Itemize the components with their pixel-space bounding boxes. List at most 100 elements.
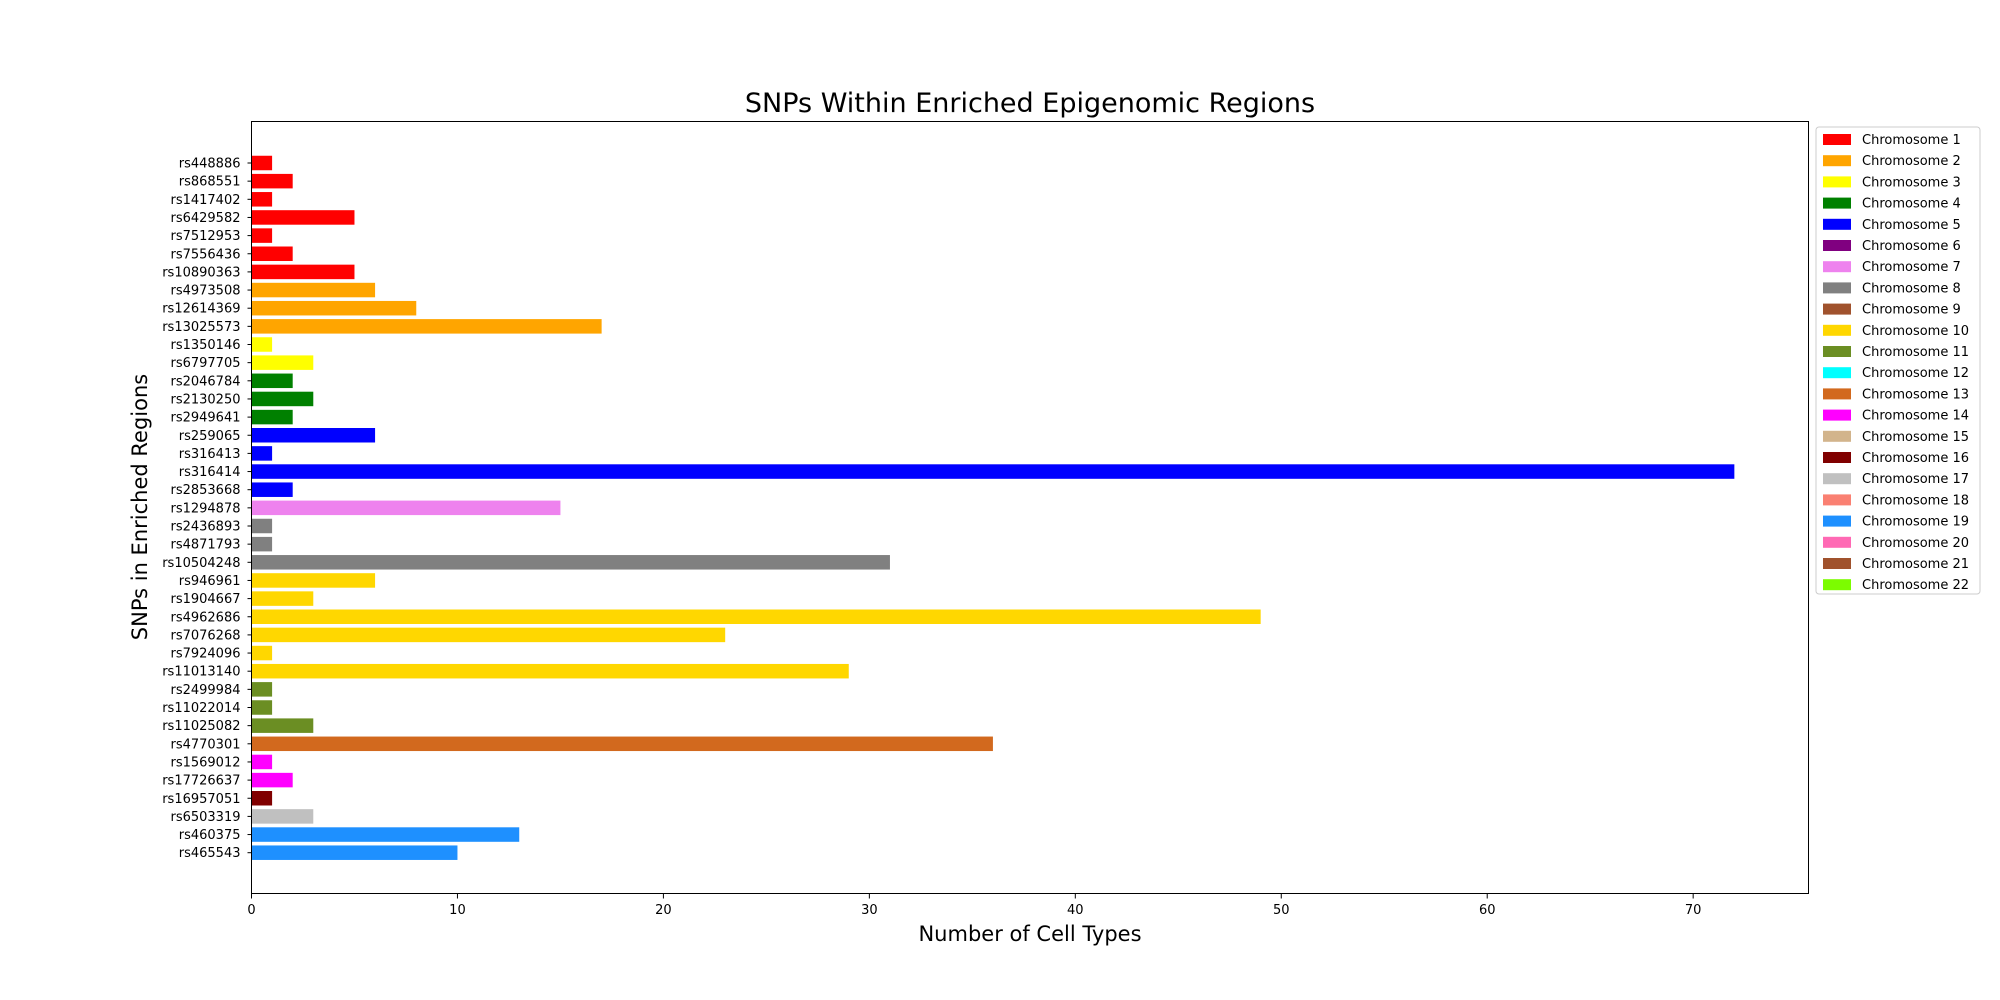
- legend-swatch: [1823, 346, 1851, 357]
- plot-area-frame: [251, 121, 1809, 894]
- legend-label: Chromosome 4: [1862, 197, 1961, 212]
- bar-rs2436893: [251, 518, 273, 534]
- legend-label: Chromosome 12: [1862, 366, 1969, 381]
- bar-rs13025573: [251, 319, 602, 334]
- bar-rs2853668: [251, 482, 293, 497]
- y-tick-label: rs4973508: [170, 284, 240, 299]
- y-tick-label: rs7556436: [170, 247, 240, 262]
- y-tick-label: rs2436893: [170, 520, 240, 535]
- y-tick-label: rs1417402: [170, 193, 240, 208]
- bar-rs17726637: [251, 772, 293, 788]
- y-tick-label: rs11025082: [162, 719, 240, 734]
- legend-label: Chromosome 11: [1862, 345, 1969, 360]
- y-axis-label: SNPs in Enriched Regions: [128, 374, 152, 640]
- legend-swatch: [1823, 282, 1851, 294]
- legend-label: Chromosome 13: [1862, 387, 1969, 402]
- y-tick-label: rs4962686: [170, 610, 240, 625]
- bar-rs1904667: [251, 591, 314, 606]
- bar-rs868551: [251, 173, 293, 189]
- x-tick-label: 70: [1685, 903, 1702, 918]
- legend-swatch: [1823, 430, 1851, 442]
- bar-rs316413: [251, 446, 273, 461]
- bar-rs259065: [251, 428, 376, 443]
- y-tick-label: rs4871793: [170, 538, 240, 553]
- y-tick-label: rs16957051: [162, 792, 240, 807]
- x-tick-label: 20: [655, 903, 672, 918]
- y-tick-label: rs11013140: [162, 665, 240, 680]
- legend-swatch: [1823, 409, 1851, 421]
- legend-swatch: [1823, 473, 1851, 485]
- x-axis-ticks: 0 10 20 30 40 50 60 70: [247, 893, 1702, 918]
- bar-rs7076268: [251, 627, 726, 643]
- legend-swatch: [1823, 452, 1851, 463]
- legend-swatch: [1823, 303, 1851, 315]
- legend-swatch: [1823, 536, 1851, 548]
- y-tick-label: rs460375: [179, 828, 241, 843]
- bar-rs460375: [251, 827, 520, 842]
- legend-swatch: [1823, 176, 1851, 188]
- y-tick-label: rs13025573: [162, 320, 240, 335]
- bar-rs465543: [251, 845, 458, 860]
- y-tick-label: rs2499984: [170, 683, 240, 698]
- bar-rs12614369: [251, 300, 417, 316]
- y-tick-label: rs465543: [179, 846, 241, 861]
- y-tick-label: rs2949641: [170, 411, 240, 426]
- bar-rs2046784: [251, 373, 293, 389]
- y-tick-label: rs2046784: [170, 374, 240, 389]
- y-tick-label: rs17726637: [162, 774, 240, 789]
- bar-rs1350146: [251, 337, 273, 352]
- legend-label: Chromosome 2: [1862, 154, 1961, 169]
- y-tick-label: rs1294878: [170, 501, 240, 516]
- bar-rs4770301: [251, 736, 993, 752]
- bar-rs316414: [251, 464, 1735, 479]
- legend-label: Chromosome 19: [1862, 515, 1969, 530]
- x-tick-label: 10: [449, 903, 466, 918]
- bar-rs448886: [251, 155, 273, 171]
- legend-swatch: [1823, 240, 1851, 251]
- legend-swatch: [1823, 367, 1851, 379]
- y-tick-label: rs6797705: [170, 356, 240, 371]
- y-tick-label: rs6429582: [170, 211, 240, 226]
- legend-label: Chromosome 20: [1862, 536, 1969, 551]
- legend-label: Chromosome 7: [1862, 260, 1961, 275]
- bar-rs7556436: [251, 246, 293, 261]
- legend-swatch: [1823, 558, 1851, 569]
- legend-swatch: [1823, 197, 1851, 209]
- bar-rs7924096: [251, 645, 273, 661]
- y-tick-label: rs10890363: [162, 265, 240, 280]
- y-tick-label: rs1350146: [170, 338, 240, 353]
- bar-rs2130250: [251, 391, 314, 407]
- bar-rs946961: [251, 573, 376, 588]
- y-tick-label: rs1569012: [170, 755, 240, 770]
- y-tick-label: rs6503319: [170, 810, 240, 825]
- legend-label: Chromosome 8: [1862, 281, 1961, 296]
- bar-rs6503319: [251, 809, 314, 824]
- y-tick-label: rs316413: [179, 447, 241, 462]
- legend-label: Chromosome 3: [1862, 175, 1961, 190]
- legend-swatch: [1823, 494, 1851, 506]
- bar-rs16957051: [251, 791, 273, 806]
- x-tick-label: 40: [1067, 903, 1084, 918]
- bar-rs6797705: [251, 355, 314, 370]
- y-tick-label: rs316414: [179, 465, 241, 480]
- bar-rs4962686: [251, 609, 1261, 624]
- legend-label: Chromosome 21: [1862, 557, 1969, 572]
- legend-label: Chromosome 15: [1862, 430, 1969, 445]
- legend-label: Chromosome 22: [1862, 578, 1969, 593]
- legend-swatch: [1823, 515, 1851, 527]
- y-tick-label: rs7924096: [170, 647, 240, 662]
- y-tick-label: rs1904667: [170, 592, 240, 607]
- legend-label: Chromosome 1: [1862, 133, 1961, 148]
- x-tick-label: 30: [861, 903, 878, 918]
- bar-rs10890363: [251, 264, 355, 280]
- y-tick-label: rs12614369: [162, 302, 240, 317]
- legend-swatch: [1823, 134, 1851, 145]
- bar-rs2499984: [251, 682, 273, 697]
- legend-swatch: [1823, 579, 1851, 591]
- y-tick-label: rs7512953: [170, 229, 240, 244]
- bar-rs1417402: [251, 192, 273, 207]
- y-tick-label: rs946961: [179, 574, 241, 589]
- bar-rs10504248: [251, 555, 890, 570]
- legend-label: Chromosome 17: [1862, 472, 1969, 487]
